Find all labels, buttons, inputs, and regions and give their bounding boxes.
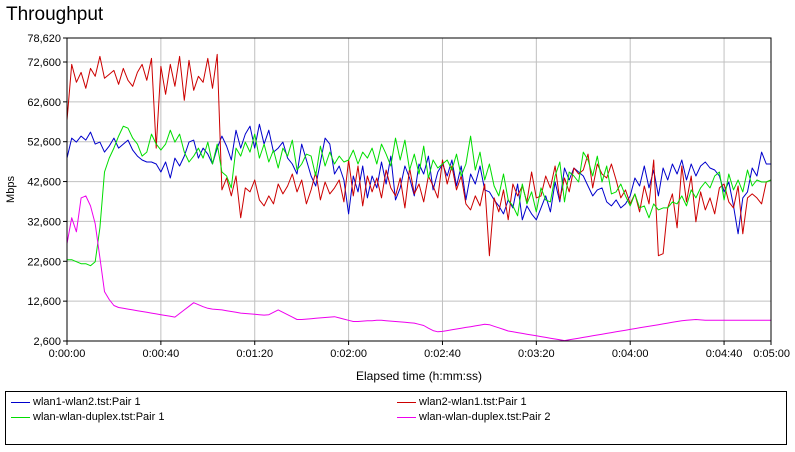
y-tick-label: 62,600 [27,97,61,109]
x-tick-label: 0:02:40 [424,348,461,360]
legend: wlan1-wlan2.tst:Pair 1 wlan2-wlan1.tst:P… [5,391,787,445]
y-tick-label: 52,600 [27,137,61,149]
series-lines [66,53,772,342]
legend-swatch-series-1 [11,401,30,403]
y-tick-label: 42,600 [27,177,61,189]
plot-frame [66,37,772,342]
legend-swatch-series-2 [397,401,416,403]
legend-item-series-2: wlan2-wlan1.tst:Pair 1 [397,396,527,408]
legend-item-series-3: wlan-wlan-duplex.tst:Pair 1 [11,411,164,423]
y-tick-label: 22,600 [27,256,61,268]
y-tick-labels: 2,600 12,600 22,600 32,600 42,600 52,600 62,60… [27,33,67,348]
y-tick-label: 72,600 [27,57,61,69]
x-tick-label: 0:00:40 [143,348,180,360]
legend-item-series-1: wlan1-wlan2.tst:Pair 1 [11,396,141,408]
series-line-3 [67,125,772,267]
legend-label-series-3: wlan-wlan-duplex.tst:Pair 1 [33,411,165,423]
legend-item-series-4: wlan-wlan-duplex.tst:Pair 2 [397,411,550,423]
y-tick-label: 2,600 [33,336,61,348]
x-axis-label: Elapsed time (h:mm:ss) [356,369,482,383]
series-line-4 [66,195,771,342]
series-line-1 [66,123,771,235]
x-tick-label: 0:01:20 [236,348,273,360]
x-tick-label: 0:02:00 [330,348,367,360]
y-tick-label: 78,620 [27,33,61,45]
x-tick-labels: 0:00:00 0:00:40 0:01:20 0:02:00 0:02:40 0:03:… [49,341,790,360]
grid [66,37,772,342]
x-tick-label: 0:04:40 [706,348,743,360]
chart-title: Throughput [6,4,104,25]
legend-label-series-4: wlan-wlan-duplex.tst:Pair 2 [419,411,551,423]
legend-label-series-1: wlan1-wlan2.tst:Pair 1 [33,396,141,408]
y-axis-label: Mbps [5,176,17,203]
y-tick-label: 12,600 [27,296,61,308]
x-tick-label: 0:00:00 [49,348,86,360]
x-tick-label: 0:03:20 [518,348,555,360]
y-tick-label: 32,600 [27,216,61,228]
legend-swatch-series-3 [11,416,30,418]
x-tick-label: 0:05:00 [753,348,790,360]
x-tick-label: 0:04:00 [612,348,649,360]
legend-swatch-series-4 [397,416,416,418]
legend-label-series-2: wlan2-wlan1.tst:Pair 1 [419,396,527,408]
series-line-2 [66,53,772,257]
